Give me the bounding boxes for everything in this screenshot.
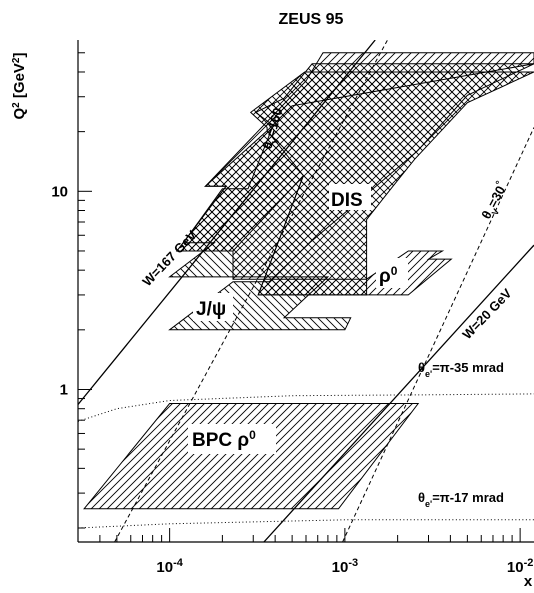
- region-label-bpc-rho0: BPC ρ0: [192, 428, 256, 451]
- y-tick-label: 10: [51, 183, 68, 200]
- y-axis-label: Q2 [GeV2]: [11, 53, 29, 120]
- line-label-theta-e-pi-35-mrad: θe'=π-35 mrad: [418, 360, 504, 379]
- line-label-theta-e-pi-17-mrad: θe'=π-17 mrad: [418, 490, 504, 509]
- line-theta-v-160: [114, 40, 388, 542]
- region-rho0: [175, 52, 534, 296]
- x-tick-label: 10-3: [332, 557, 358, 576]
- line-label-w-167-gev: W=167 GeV: [139, 227, 199, 289]
- label-backdrop: [376, 258, 408, 288]
- chart-axes: 10-4 10-3 10-2 1 10: [51, 40, 534, 576]
- line-w-167-gev: [78, 40, 376, 405]
- region-bpc-rho0: [83, 403, 420, 510]
- line-label-w-20-gev: W=20 GeV: [459, 285, 514, 342]
- region-label-rho0: ρ0: [379, 264, 398, 287]
- chart-curves: [78, 40, 534, 542]
- label-backdrop: [329, 184, 371, 210]
- x-tick-label: 10-4: [156, 557, 183, 576]
- y-tick-label: 1: [60, 381, 68, 398]
- chart-title: ZEUS 95: [279, 11, 344, 28]
- line-theta-e-pi-17-mrad: [78, 519, 534, 529]
- x-axis-label: x: [524, 573, 533, 590]
- line-w-20-gev: [263, 244, 534, 542]
- region-label-dis: DIS: [331, 190, 363, 211]
- line-label-theta-v-30: θV=30°: [477, 179, 513, 223]
- label-backdrop: [193, 293, 233, 321]
- label-backdrop: [188, 424, 276, 454]
- region-label-j-psi: J/ψ: [196, 299, 226, 320]
- x-tick-label: 10-2: [507, 557, 533, 576]
- line-theta-v-30: [342, 127, 534, 542]
